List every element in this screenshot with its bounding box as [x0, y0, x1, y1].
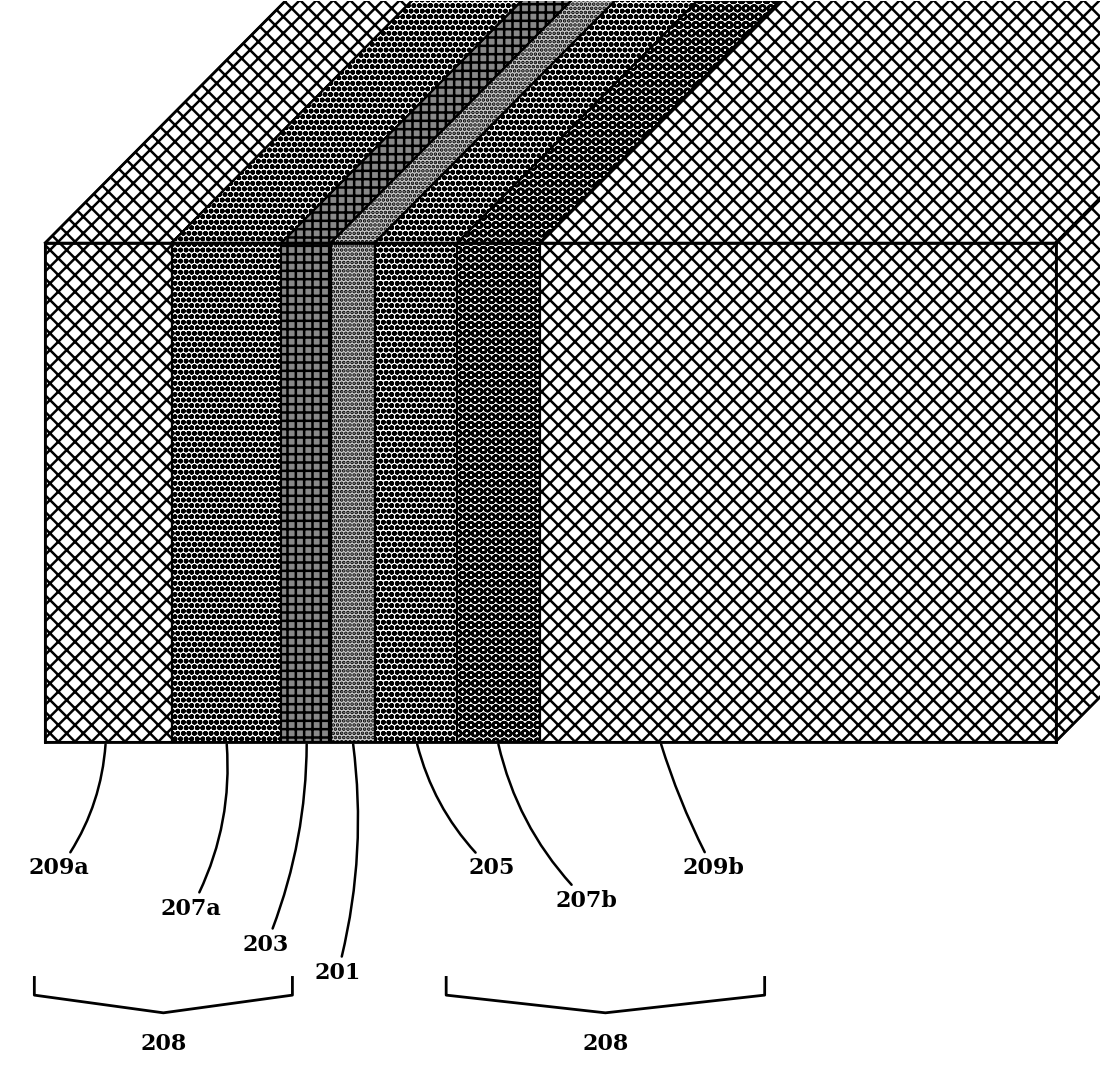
Text: 209a: 209a: [29, 745, 106, 880]
Polygon shape: [282, 0, 595, 243]
Polygon shape: [45, 0, 435, 243]
Text: 201: 201: [315, 745, 361, 984]
Text: 207b: 207b: [499, 745, 618, 911]
Polygon shape: [172, 0, 545, 243]
Text: 203: 203: [243, 745, 307, 956]
Polygon shape: [374, 243, 457, 742]
Text: 208: 208: [582, 1033, 629, 1055]
Text: 205: 205: [417, 745, 514, 880]
Text: 209b: 209b: [661, 745, 744, 880]
Polygon shape: [1056, 0, 1101, 742]
Polygon shape: [331, 0, 639, 243]
Polygon shape: [374, 0, 721, 243]
Text: 207a: 207a: [161, 745, 228, 920]
Polygon shape: [539, 0, 1101, 243]
Polygon shape: [331, 243, 374, 742]
Text: 208: 208: [140, 1033, 186, 1055]
Polygon shape: [539, 243, 1056, 742]
Polygon shape: [457, 0, 803, 243]
Polygon shape: [457, 243, 539, 742]
Polygon shape: [172, 243, 282, 742]
Polygon shape: [282, 243, 331, 742]
Polygon shape: [45, 243, 172, 742]
